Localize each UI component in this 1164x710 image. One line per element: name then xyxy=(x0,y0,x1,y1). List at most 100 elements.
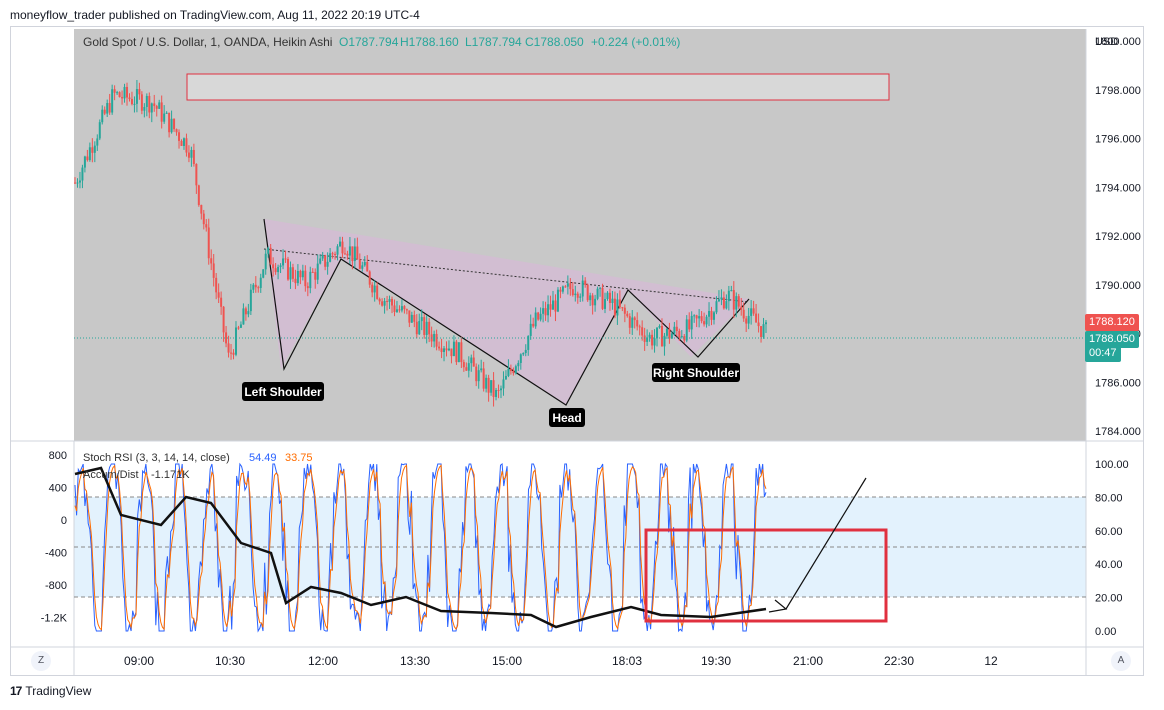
candle-body xyxy=(83,156,86,168)
candle-body xyxy=(366,261,369,272)
candle-body xyxy=(405,309,408,311)
forecast-arrow xyxy=(785,477,867,610)
candle-body xyxy=(542,308,545,314)
candle-body xyxy=(514,366,517,374)
candle-body xyxy=(306,286,309,289)
candle-body xyxy=(98,122,101,139)
candle-body xyxy=(591,295,594,306)
time-ticks: 09:00 10:30 12:00 13:30 15:00 18:03 19:30 21:00… xyxy=(124,654,998,668)
candle-body xyxy=(495,389,498,397)
candle-body xyxy=(482,368,485,389)
candle-body xyxy=(187,152,190,158)
price-chart[interactable]: Left Shoulder Head Right Shoulder Gold S… xyxy=(11,27,1143,675)
candle-body xyxy=(618,299,621,308)
candles xyxy=(74,79,767,407)
candle-body xyxy=(626,313,629,317)
candle-body xyxy=(732,290,735,310)
candle-body xyxy=(705,316,708,325)
candle-body xyxy=(103,109,106,114)
chart-frame[interactable]: Left Shoulder Head Right Shoulder Gold S… xyxy=(10,26,1144,676)
candle-body xyxy=(286,258,289,280)
candle-body xyxy=(249,289,252,312)
candle-body xyxy=(628,316,631,328)
candle-body xyxy=(130,98,133,105)
candle-body xyxy=(279,265,282,267)
candle-body xyxy=(376,285,379,299)
candle-body xyxy=(737,296,740,307)
candle-body xyxy=(195,163,198,186)
candle-body xyxy=(472,357,475,367)
candle-body xyxy=(232,352,235,355)
candle-body xyxy=(438,346,441,349)
candle-body xyxy=(160,102,163,122)
candle-body xyxy=(455,341,458,363)
candle-body xyxy=(425,321,428,335)
candle-body xyxy=(675,326,678,332)
candle-body xyxy=(524,349,527,354)
candle-body xyxy=(586,284,589,301)
candle-body xyxy=(227,343,230,353)
candle-body xyxy=(400,306,403,311)
candle-body xyxy=(388,299,391,302)
time-tick: 18:03 xyxy=(612,654,642,668)
candle-body xyxy=(351,246,354,262)
candle-body xyxy=(217,292,220,298)
candle-body xyxy=(284,258,287,260)
candle-body xyxy=(462,362,465,368)
candle-body xyxy=(230,352,233,354)
candle-body xyxy=(646,337,649,342)
candle-body xyxy=(552,300,555,310)
candle-body xyxy=(561,286,564,292)
candle-body xyxy=(527,335,530,350)
corner-button-right[interactable]: A xyxy=(1111,651,1131,671)
candle-body xyxy=(294,278,297,284)
candle-body xyxy=(470,357,473,364)
candle-body xyxy=(576,293,579,298)
candle-body xyxy=(368,271,371,285)
currency-label: USD xyxy=(1095,36,1118,48)
candle-body xyxy=(207,227,210,259)
candle-body xyxy=(727,290,730,302)
candle-body xyxy=(334,253,337,255)
candle-body xyxy=(101,109,104,123)
candle-body xyxy=(703,321,706,325)
candle-body xyxy=(413,314,416,322)
candle-body xyxy=(190,149,193,158)
candle-body xyxy=(522,353,525,355)
candle-body xyxy=(502,379,505,389)
candle-body xyxy=(314,272,317,280)
candle-body xyxy=(86,156,89,161)
candle-body xyxy=(757,322,760,327)
candle-body xyxy=(589,295,592,301)
candle-body xyxy=(178,132,181,141)
candle-body xyxy=(485,377,488,389)
candle-body xyxy=(606,292,609,299)
candle-body xyxy=(168,112,171,133)
candle-body xyxy=(165,112,168,114)
candle-body xyxy=(690,315,693,330)
candle-body xyxy=(222,306,225,333)
candle-body xyxy=(720,297,723,300)
forecast-arrow-base xyxy=(768,599,788,613)
candle-body xyxy=(316,263,319,280)
candle-body xyxy=(651,334,654,346)
candle-body xyxy=(480,368,483,371)
candle-body xyxy=(423,317,426,335)
candle-body xyxy=(569,283,572,290)
candle-body xyxy=(113,89,116,93)
stoch-label: Stoch RSI (3, 3, 14, 14, close) xyxy=(83,452,230,464)
published-header: moneyflow_trader published on TradingVie… xyxy=(10,8,420,22)
candle-body xyxy=(192,149,195,164)
time-tick: 19:30 xyxy=(701,654,731,668)
accum-value: -1.171K xyxy=(151,469,190,481)
candle-body xyxy=(532,323,535,327)
candle-body xyxy=(695,315,698,319)
candle-body xyxy=(599,287,602,289)
candle-body xyxy=(517,362,520,367)
candle-body xyxy=(173,118,176,130)
pattern-region xyxy=(264,219,749,405)
candle-body xyxy=(477,370,480,382)
corner-button-left[interactable]: Z xyxy=(31,651,51,671)
candle-body xyxy=(745,318,748,324)
candle-body xyxy=(262,269,265,278)
